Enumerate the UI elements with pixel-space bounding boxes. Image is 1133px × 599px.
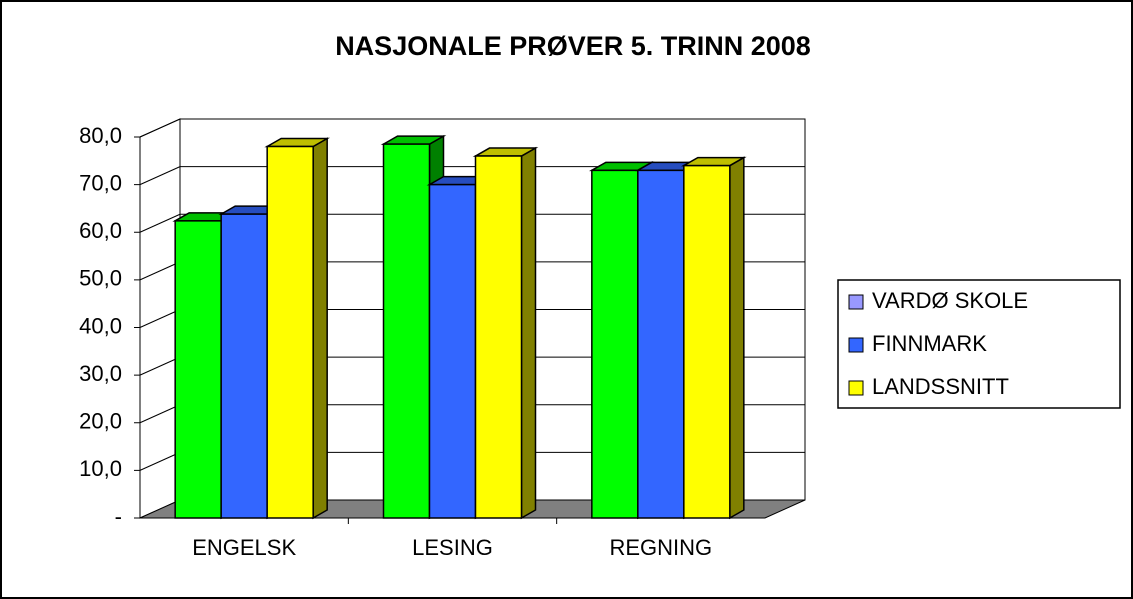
- y-tick-label: 60,0: [79, 218, 122, 243]
- bar: [681, 156, 747, 520]
- chart-title: NASJONALE PRØVER 5. TRINN 2008: [335, 31, 811, 61]
- bar-face: [174, 220, 222, 519]
- bar-face: [266, 145, 314, 519]
- legend-label: FINNMARK: [872, 331, 987, 356]
- grid-line: [139, 118, 181, 138]
- legend-label: VARDØ SKOLE: [872, 288, 1028, 313]
- y-tick-label: 20,0: [79, 409, 122, 434]
- y-tick-label: 40,0: [79, 313, 122, 338]
- legend-swatch: [848, 337, 864, 353]
- bar-face: [729, 156, 745, 520]
- grid-line: [139, 309, 181, 328]
- legend-swatch: [848, 294, 864, 310]
- grid-line: [139, 356, 181, 376]
- bar-face: [683, 164, 731, 519]
- x-tick-label: REGNING: [609, 535, 712, 560]
- x-tick-label: ENGELSK: [192, 535, 296, 560]
- y-tick-label: -: [115, 504, 122, 529]
- bar-face: [382, 143, 431, 519]
- bar-face: [474, 155, 523, 519]
- bar-face: [637, 169, 685, 519]
- bar-face: [591, 169, 639, 519]
- grid-line: [139, 451, 181, 471]
- bar: [472, 146, 539, 520]
- bar: [264, 137, 330, 520]
- y-tick-label: 70,0: [79, 170, 122, 195]
- grid-line: [139, 166, 181, 186]
- bar-face: [520, 146, 537, 520]
- legend: [837, 279, 1121, 409]
- grid-line: [139, 404, 181, 424]
- bar-face: [312, 137, 328, 520]
- y-tick-label: 10,0: [79, 456, 122, 481]
- bar-face: [428, 183, 477, 519]
- x-tick-label: LESING: [412, 535, 493, 560]
- bar-face: [220, 213, 268, 519]
- legend-swatch: [848, 380, 864, 396]
- legend-label: LANDSSNITT: [872, 374, 1009, 399]
- y-tick-label: 30,0: [79, 361, 122, 386]
- y-tick-label: 80,0: [79, 123, 122, 148]
- grid-line: [139, 261, 181, 281]
- grid-line: [139, 213, 181, 233]
- y-tick-label: 50,0: [79, 266, 122, 291]
